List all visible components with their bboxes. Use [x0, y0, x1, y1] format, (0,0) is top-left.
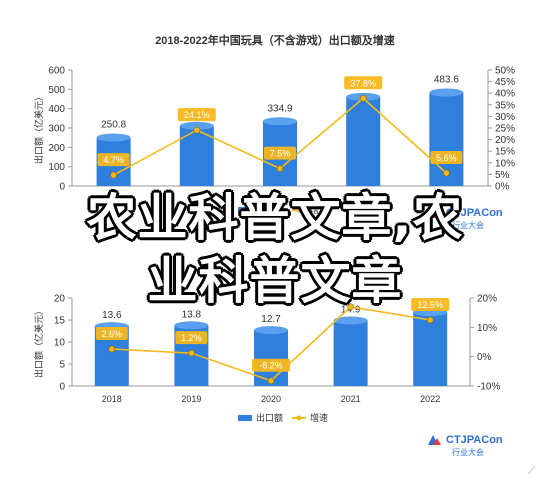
chart1-bar-value-label: 334.9 [267, 103, 292, 114]
chart2-legend-line-marker [296, 415, 302, 421]
chart1-right-tick-label: 25% [495, 124, 515, 135]
chart1-growth-label: 7.5% [270, 149, 291, 159]
chart1-growth-label-bg [264, 146, 296, 160]
chart1-watermark-sub: 行业大会 [452, 220, 484, 230]
chart1-right-tick-label: 0% [495, 182, 510, 193]
chart1-right-tick-label: 45% [495, 77, 515, 88]
chart2-growth-point [188, 349, 195, 357]
chart2-bar-value-label: 12.7 [261, 314, 281, 325]
chart2-x-tick-label: 2020 [261, 394, 281, 404]
chart2-left-tick-label: 5 [59, 360, 65, 371]
corner-mark-icon: ⟋ [528, 466, 535, 477]
chart2-bar-cap [254, 326, 288, 335]
chart1-legend-line-marker [296, 207, 302, 213]
chart1-left-tick-label: 600 [48, 66, 65, 77]
chart2-x-tick-label: 2018 [102, 394, 122, 404]
chart2-x-tick-label: 2021 [341, 394, 361, 404]
chart2-bar-value-label: 13.6 [102, 310, 122, 321]
chart1-left-tick-label: 300 [48, 124, 65, 135]
chart1-bar-value-label: 250.8 [101, 120, 126, 131]
chart1-growth-point [193, 126, 201, 134]
chart2-left-tick-label: 15 [54, 316, 66, 327]
chart1-left-tick-label: 500 [48, 85, 65, 96]
chart2-right-tick-label: 0% [477, 352, 492, 363]
chart1-growth-point [110, 171, 117, 179]
chart1-growth-point [276, 165, 284, 172]
chart2-bar-value-label: 13.8 [182, 309, 202, 320]
chart1-right-tick-label: 40% [495, 89, 515, 100]
chart2-left-tick-label: 20 [54, 294, 66, 305]
chart1-right-tick-label: 20% [495, 135, 515, 146]
chart2-growth-point [347, 303, 354, 311]
chart1-right-tick-label: 15% [495, 147, 515, 158]
chart1-growth-label-bg [97, 153, 130, 167]
chart1-bar-cap [96, 133, 131, 142]
chart2-growth-label-bg [411, 298, 450, 311]
chart1-right-tick-label: 30% [495, 112, 515, 123]
chart1-bar-cap [429, 88, 464, 97]
chart1-growth-point [443, 169, 450, 177]
chart1-growth-label-bg [430, 151, 463, 165]
chart1-left-tick-label: 100 [48, 162, 65, 173]
chart2-left-tick-label: 10 [54, 338, 66, 349]
chart1-growth-label-bg [344, 76, 383, 90]
chart2-bar [413, 312, 448, 386]
chart2-legend-bar-label: 出口额 [256, 412, 283, 423]
chart2-growth-label: 2.6% [102, 329, 123, 339]
chart1-growth-label: 24.1% [184, 110, 210, 120]
chart1-growth-label: 5.6% [436, 153, 457, 163]
chart2-growth-label: -8.2% [259, 361, 283, 371]
chart2-growth-label-bg [95, 327, 128, 341]
chart1-growth-label-bg [177, 108, 216, 122]
chart1-watermark-logo-icon-accent [433, 211, 441, 218]
chart1-left-tick-label: 200 [48, 143, 65, 154]
chart2-growth-label: 12.5% [417, 300, 443, 310]
chart1-bar-cap [263, 117, 297, 126]
chart2-bar-cap [174, 321, 209, 330]
chart2-right-tick-label: -10% [477, 382, 500, 393]
chart1-growth-label: 4.7% [103, 155, 124, 165]
chart2-growth-label-bg [252, 358, 290, 372]
chart2-watermark-sub: 行业大会 [452, 447, 484, 457]
chart1-bar [346, 96, 381, 186]
chart2-right-tick-label: 20% [477, 294, 497, 305]
chart2-growth-label-bg [175, 331, 208, 345]
chart2-left-tick-label: 0 [59, 382, 65, 393]
chart2-x-tick-label: 2019 [181, 394, 201, 404]
chart2-legend-line-label: 增速 [310, 412, 328, 423]
chart1-title: 2018-2022年中国玩具（不含游戏）出口额及增速 [155, 33, 395, 47]
chart2-growth-label: 1.2% [181, 333, 202, 343]
chart2-x-tick-label: 2022 [420, 394, 440, 404]
chart1-ylabel: 出口额（亿美元） [33, 92, 44, 164]
chart2-bar-cap [333, 316, 368, 325]
chart2-growth-point [426, 316, 434, 324]
chart1-watermark-brand: CTJPACon [446, 207, 503, 219]
chart1-right-tick-label: 5% [495, 170, 510, 181]
chart1-bar-cap [179, 121, 214, 130]
chart1-growth-label: 37.8% [350, 78, 376, 88]
chart1-legend-line-label: 增速 [310, 204, 328, 215]
chart2-growth-point [267, 377, 275, 385]
chart1-right-tick-label: 35% [495, 100, 515, 111]
chart2-right-tick-label: 10% [477, 323, 497, 334]
chart1-right-tick-label: 50% [495, 66, 515, 77]
chart1-legend-bar-label: 出口额 [256, 204, 283, 215]
chart2-growth-point [108, 345, 116, 353]
chart2-bar [333, 320, 368, 386]
chart1-growth-point [359, 95, 367, 102]
chart2-ylabel: 出口额（亿美元） [33, 306, 44, 378]
chart1-left-tick-label: 0 [59, 182, 65, 193]
chart2-legend-bar-swatch [238, 415, 252, 421]
chart2-watermark-brand: CTJPACon [446, 434, 503, 446]
chart1-legend-bar-swatch [238, 207, 252, 213]
chart1-right-tick-label: 10% [495, 158, 515, 169]
chart1-left-tick-label: 400 [48, 104, 65, 115]
chart2-watermark-logo-icon-accent [433, 438, 441, 445]
chart1-bar-value-label: 483.6 [434, 75, 459, 86]
